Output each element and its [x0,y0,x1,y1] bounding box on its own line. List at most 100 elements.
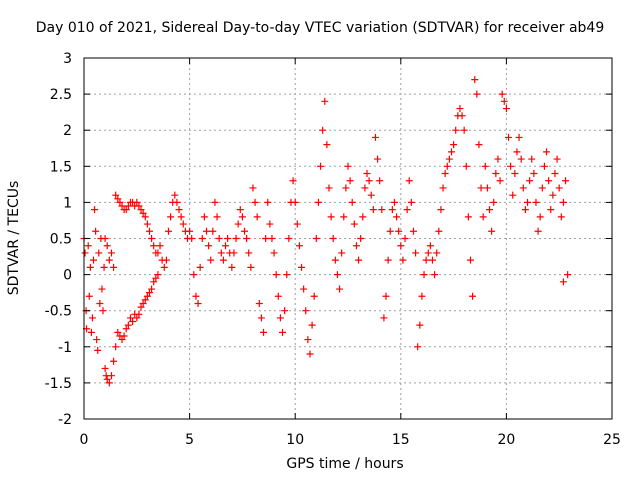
data-point [276,314,284,322]
data-point [152,274,160,282]
data-point [162,256,170,264]
data-point [443,162,451,170]
data-point [137,206,145,214]
data-point [236,206,244,214]
data-point [500,97,508,105]
data-point [397,242,405,250]
data-point [122,206,130,214]
data-point [384,256,392,264]
data-point [224,235,232,242]
data-point [545,177,553,185]
y-tick-label: 1.5 [50,159,72,175]
data-point [92,227,100,235]
data-point [154,271,162,279]
x-tick-label: 10 [286,432,304,448]
data-point [555,184,563,192]
data-point [105,256,113,264]
data-point [260,328,268,336]
data-point [378,206,386,214]
data-point [110,263,118,271]
data-point [564,271,572,279]
data-point [200,213,208,221]
data-point [549,191,557,199]
data-point [289,177,297,185]
data-point [257,314,265,322]
data-point [103,242,111,250]
data-point [96,299,104,307]
data-point [348,198,356,206]
data-point [135,310,143,318]
data-point [101,364,109,372]
data-point [190,271,198,279]
data-point [245,249,253,257]
data-point [86,263,94,271]
data-point [422,256,430,264]
data-point [450,141,458,149]
data-point [205,242,213,250]
data-point [475,141,483,149]
data-point [414,343,422,351]
data-point [374,155,382,163]
data-point [321,97,329,105]
data-point [308,321,316,329]
x-tick-label: 0 [80,432,89,448]
data-point [272,271,280,279]
data-point [192,292,200,300]
data-point [270,249,278,257]
data-point [407,198,415,206]
data-point [479,213,487,221]
data-point [124,202,132,210]
data-point [437,206,445,214]
grid-lines [84,58,612,419]
data-point [145,227,153,235]
data-point [447,148,455,156]
data-point [505,133,513,141]
y-tick-label: -1.5 [45,376,72,392]
data-point [509,191,517,199]
data-point [101,235,109,242]
data-point [405,177,413,185]
data-point [135,202,143,210]
data-point [367,191,375,199]
data-point [118,202,126,210]
y-tick-label: 1 [63,195,72,211]
data-point [213,213,221,221]
data-point [547,206,555,214]
data-point [133,314,141,322]
data-point [380,314,388,322]
data-point [559,278,567,286]
data-point [456,105,464,113]
data-point [222,242,230,250]
data-point [126,314,134,322]
data-point [540,162,548,170]
data-point [107,249,115,257]
y-tick-label: -2 [58,412,72,428]
data-point [314,198,322,206]
data-point [452,126,460,134]
data-point [388,206,396,214]
data-point [502,105,510,113]
data-point [211,198,219,206]
data-point [462,162,470,170]
y-tick-label: -1 [58,340,72,356]
data-point [253,213,261,221]
data-point [207,256,215,264]
data-point [249,184,257,192]
data-point [439,184,447,192]
data-point [507,162,515,170]
data-point [91,206,99,214]
data-point [310,292,318,300]
data-point [279,328,287,336]
data-point [517,155,525,163]
data-point [306,350,314,358]
data-point [340,213,348,221]
data-point [114,328,122,336]
data-point [399,256,407,264]
data-point [247,263,255,271]
data-point [359,213,367,221]
data-point [519,184,527,192]
data-point [386,227,394,235]
data-point [198,235,206,242]
data-point [95,249,103,257]
